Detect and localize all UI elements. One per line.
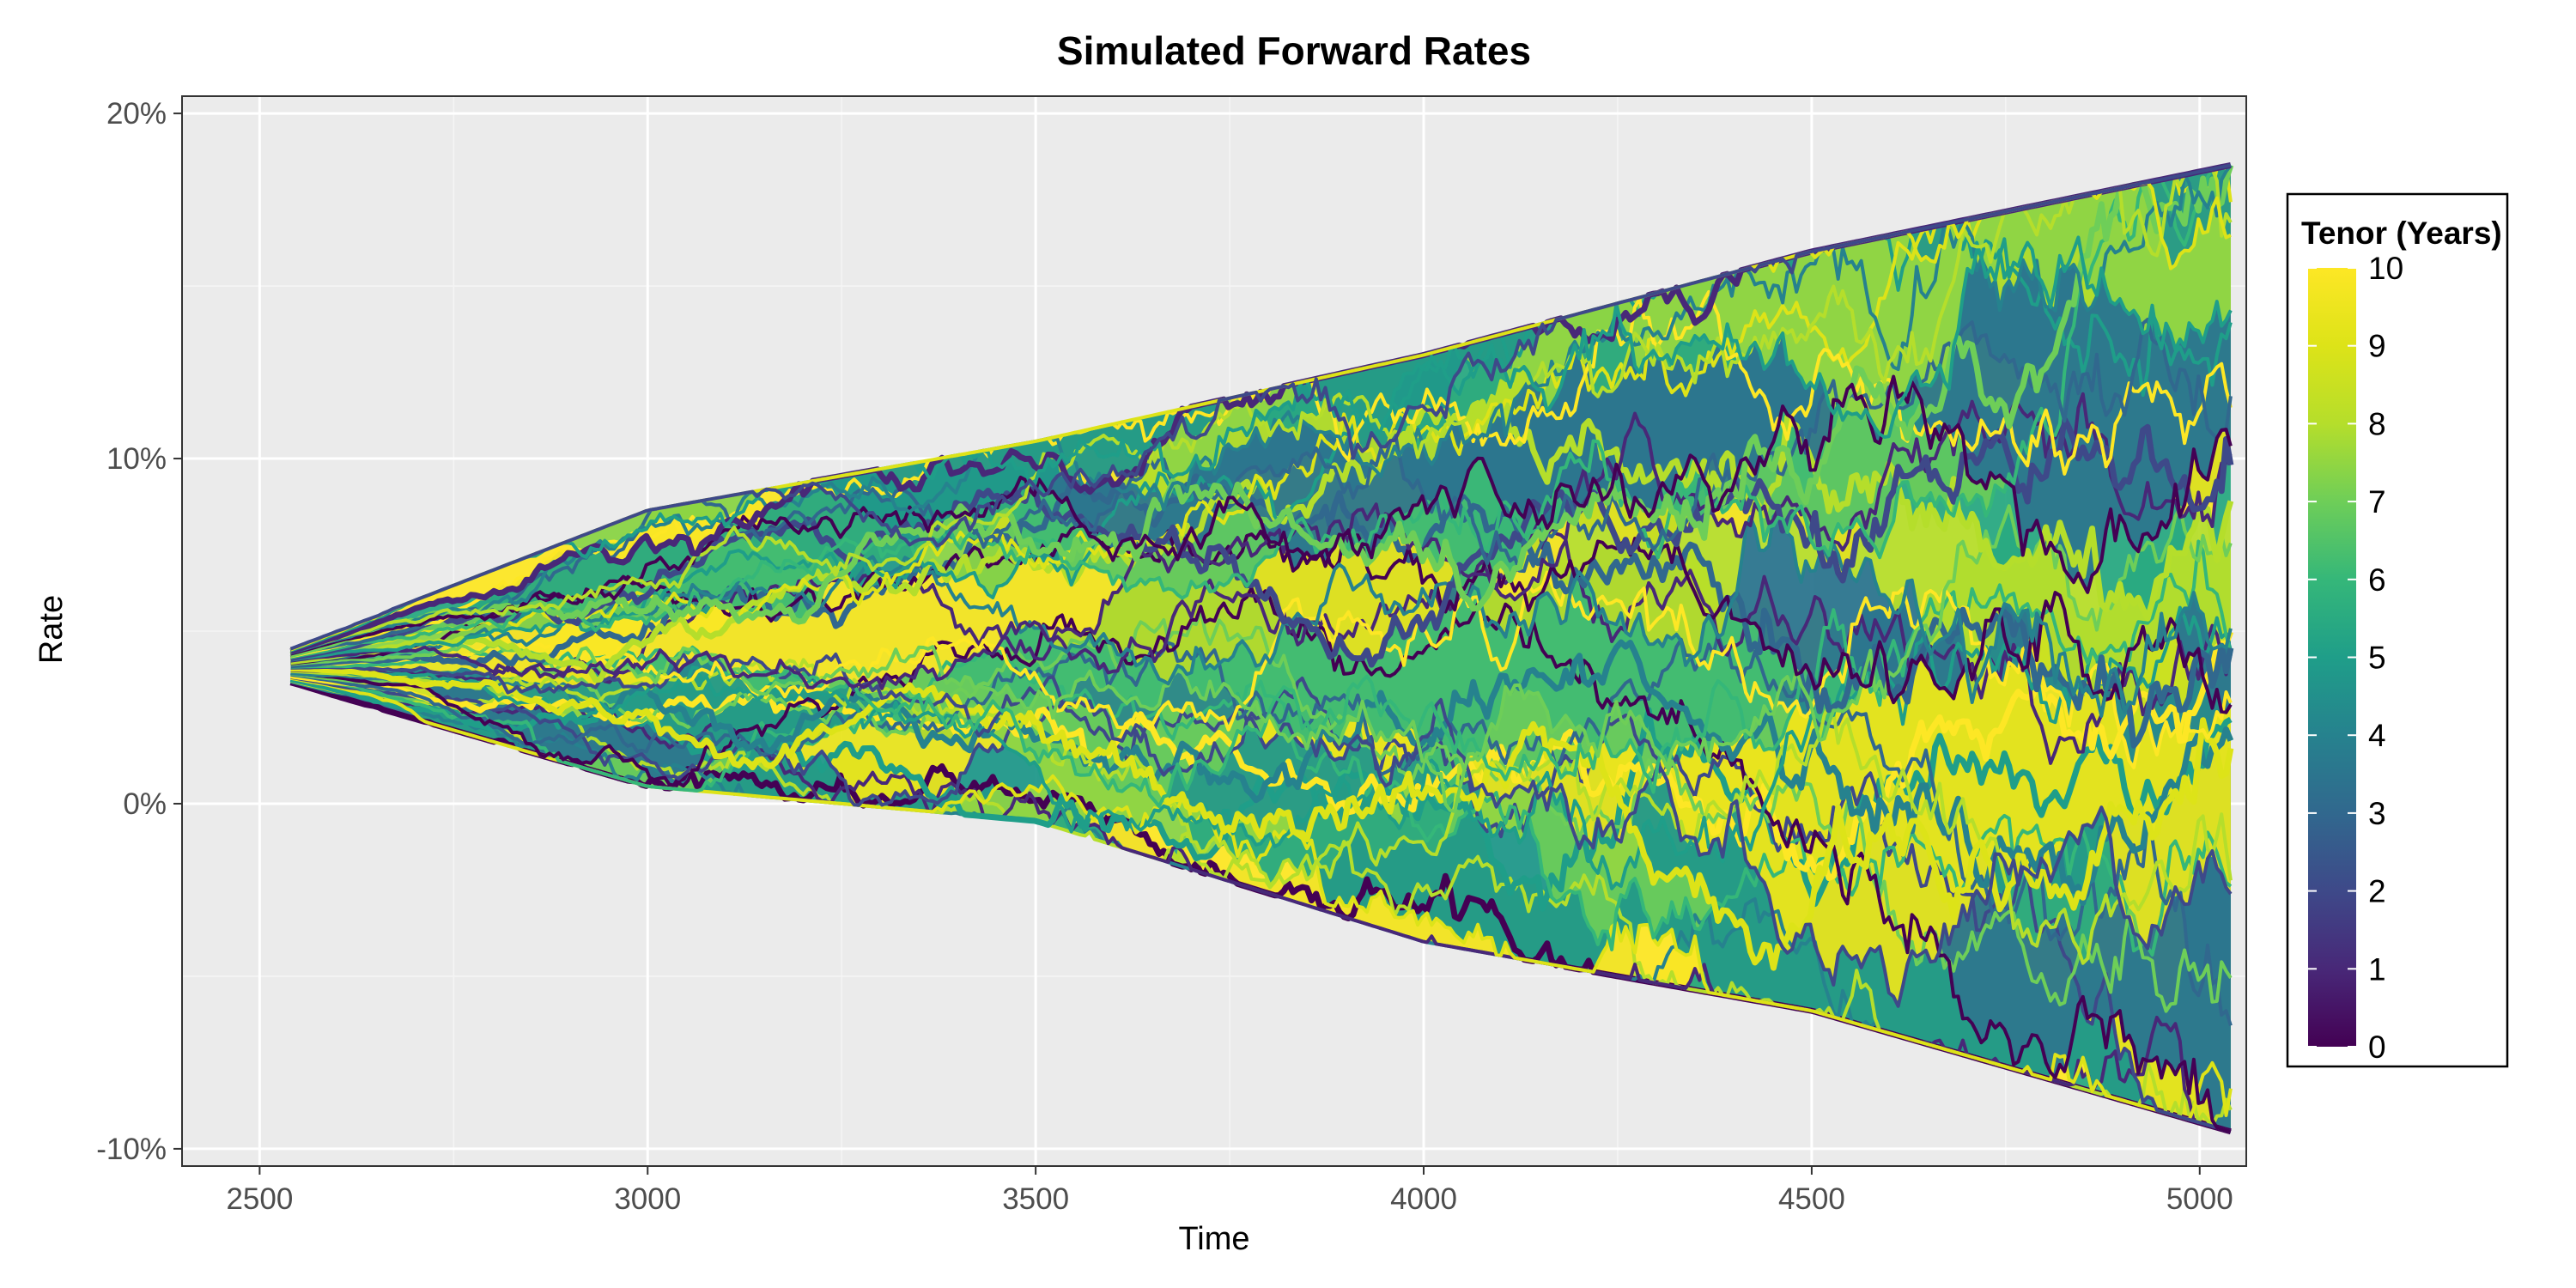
rate-path (289, 374, 2233, 656)
legend-label: 1 (2368, 951, 2386, 987)
legend-label: 8 (2368, 406, 2386, 441)
rate-path (290, 504, 2233, 813)
rate-path (289, 235, 2233, 653)
rate-path (290, 539, 2233, 808)
y-tick-label: 20% (106, 97, 167, 131)
legend-label: 10 (2368, 251, 2403, 286)
x-axis-title: Time (1178, 1221, 1249, 1257)
y-axis-title: Rate (33, 595, 70, 664)
legend-label: 0 (2368, 1030, 2386, 1065)
x-tick-label: 5000 (2166, 1182, 2233, 1216)
rate-path (290, 163, 2232, 659)
rate-path (290, 665, 2234, 971)
legend-ticks: 0 1 2 3 4 5 6 7 8 9 10 (2308, 251, 2403, 1065)
rate-path (290, 398, 2234, 683)
panel-border (181, 95, 2247, 1167)
y-tick-label: -10% (96, 1133, 167, 1166)
rate-path (290, 509, 2233, 718)
legend-label: 4 (2368, 718, 2386, 753)
chart-title: Simulated Forward Rates (1057, 28, 1531, 73)
rate-paths (289, 161, 2234, 1135)
rate-path (290, 165, 2233, 661)
rate-path (290, 658, 2233, 965)
legend-label: 3 (2368, 796, 2386, 831)
rate-path (290, 523, 2233, 714)
x-tick-label: 2500 (226, 1182, 293, 1216)
x-tick-label: 3500 (1002, 1182, 1069, 1216)
legend-label: 6 (2368, 562, 2386, 598)
x-tick-label: 4000 (1390, 1182, 1457, 1216)
legend-title: Tenor (Years) (2301, 216, 2502, 251)
legend-label: 9 (2368, 329, 2386, 364)
rate-band (290, 182, 2231, 651)
x-tick-label: 4500 (1778, 1182, 1845, 1216)
rate-path (290, 652, 2233, 1008)
rate-path (290, 392, 2233, 690)
legend-label: 5 (2368, 641, 2386, 676)
x-tick-label: 3000 (614, 1182, 681, 1216)
rate-path (289, 164, 2233, 655)
rate-path (290, 473, 2234, 749)
y-tick-label: 0% (123, 787, 167, 821)
legend-label: 7 (2368, 484, 2386, 519)
legend-label: 2 (2368, 874, 2386, 909)
rate-path (290, 219, 2233, 662)
rate-path (289, 167, 2233, 654)
legend: Tenor (Years) 0 1 2 3 4 5 6 7 8 9 10 (2286, 192, 2509, 1068)
x-axis: 2500 3000 3500 4000 4500 5000 (226, 1166, 2233, 1216)
rate-path (290, 318, 2233, 658)
y-axis: -10% 0% 10% 20% (96, 97, 182, 1166)
rate-path (290, 521, 2233, 765)
y-tick-label: 10% (106, 442, 167, 476)
rate-band (290, 541, 2231, 1006)
plot-panel (181, 95, 2247, 1167)
rate-path (289, 163, 2232, 651)
